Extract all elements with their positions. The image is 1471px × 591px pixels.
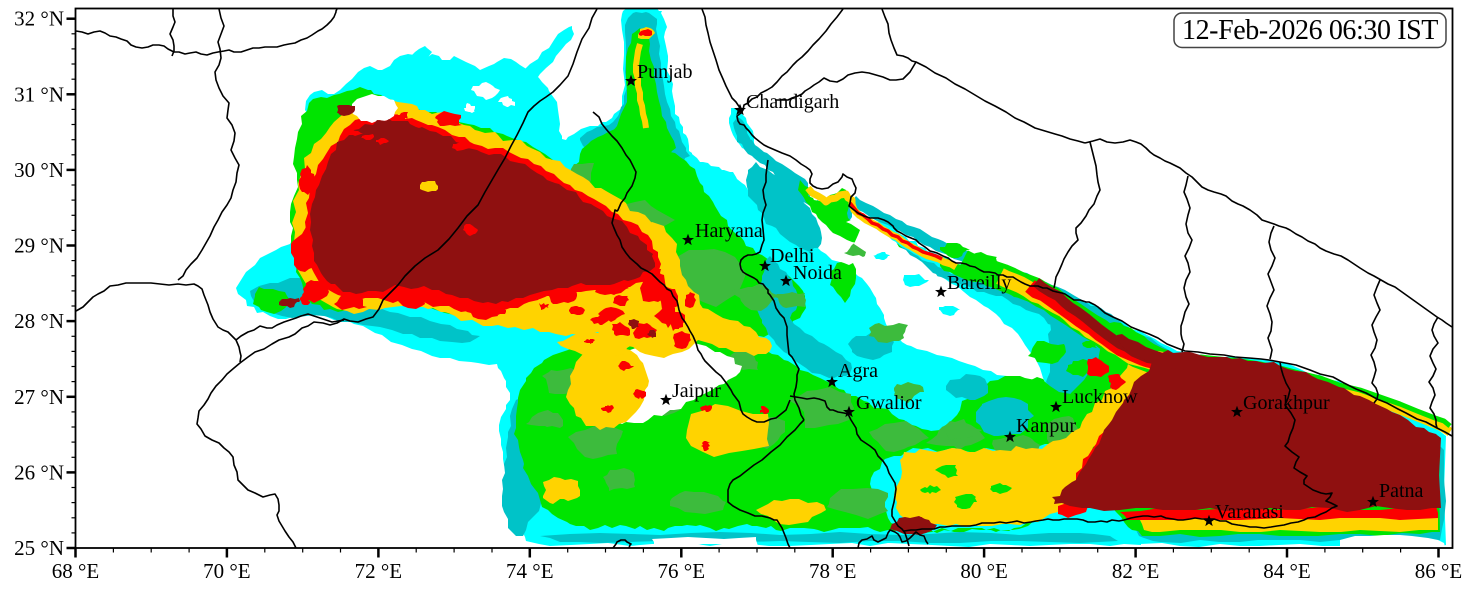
svg-text:29 °N: 29 °N	[14, 234, 64, 258]
svg-text:27 °N: 27 °N	[14, 385, 64, 409]
svg-text:28 °N: 28 °N	[14, 309, 64, 333]
svg-text:72 °E: 72 °E	[355, 559, 402, 583]
svg-text:Bareilly: Bareilly	[947, 272, 1011, 294]
svg-text:86 °E: 86 °E	[1415, 559, 1462, 583]
svg-text:78 °E: 78 °E	[809, 559, 856, 583]
svg-text:68 °E: 68 °E	[52, 559, 99, 583]
svg-text:Agra: Agra	[838, 360, 878, 382]
svg-text:Gwalior: Gwalior	[856, 392, 922, 414]
svg-text:Haryana: Haryana	[695, 220, 763, 242]
svg-text:31 °N: 31 °N	[14, 82, 64, 106]
svg-text:Punjab: Punjab	[637, 61, 693, 83]
svg-text:Patna: Patna	[1379, 480, 1424, 502]
svg-text:32 °N: 32 °N	[14, 7, 64, 31]
svg-text:Kanpur: Kanpur	[1016, 415, 1076, 437]
svg-text:84 °E: 84 °E	[1263, 559, 1310, 583]
svg-text:Jaipur: Jaipur	[672, 380, 721, 402]
svg-text:70 °E: 70 °E	[203, 559, 250, 583]
svg-text:Delhi: Delhi	[770, 245, 815, 267]
svg-text:26 °N: 26 °N	[14, 460, 64, 484]
svg-text:30 °N: 30 °N	[14, 158, 64, 182]
svg-text:12-Feb-2026 06:30 IST: 12-Feb-2026 06:30 IST	[1182, 15, 1438, 46]
svg-text:Lucknow: Lucknow	[1062, 386, 1138, 408]
svg-text:Noida: Noida	[793, 262, 842, 284]
svg-text:80 °E: 80 °E	[960, 559, 1007, 583]
svg-text:76 °E: 76 °E	[658, 559, 705, 583]
svg-text:Varanasi: Varanasi	[1215, 501, 1284, 523]
svg-text:Chandigarh: Chandigarh	[746, 91, 839, 113]
svg-text:Gorakhpur: Gorakhpur	[1243, 392, 1330, 414]
svg-text:25 °N: 25 °N	[14, 536, 64, 560]
svg-text:74 °E: 74 °E	[506, 559, 553, 583]
svg-text:82 °E: 82 °E	[1112, 559, 1159, 583]
